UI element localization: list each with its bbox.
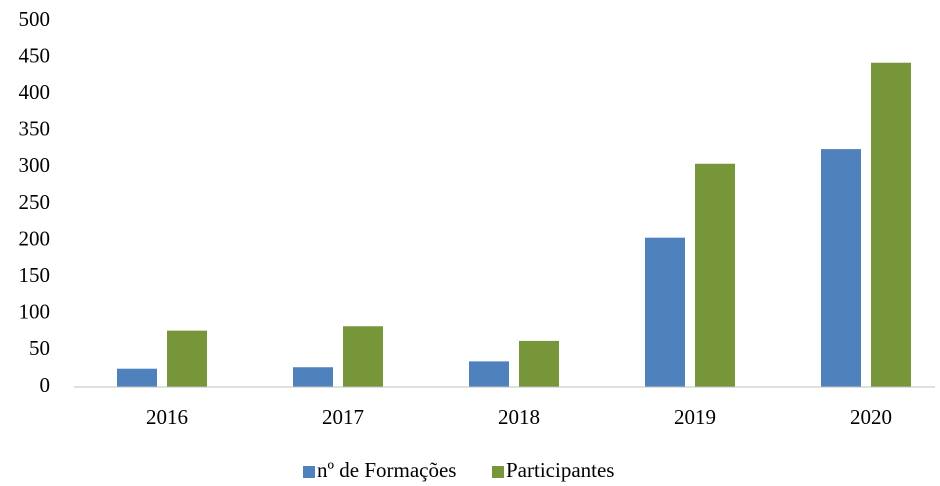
bar [821, 149, 861, 387]
y-tick-label: 300 [19, 153, 51, 177]
y-tick-label: 450 [19, 43, 51, 67]
bar [871, 62, 911, 387]
bar [343, 326, 383, 387]
y-tick-label: 0 [40, 373, 51, 397]
bar [117, 368, 157, 387]
bar [519, 340, 559, 387]
y-tick-label: 50 [29, 336, 50, 360]
y-tick-label: 500 [19, 7, 51, 31]
legend-label: nº de Formações [317, 458, 456, 482]
bar [167, 330, 207, 387]
x-tick-label: 2020 [850, 405, 892, 429]
x-tick-label: 2019 [674, 405, 716, 429]
y-tick-label: 100 [19, 300, 51, 324]
legend-label: Participantes [506, 458, 614, 482]
y-tick-label: 400 [19, 80, 51, 104]
bar [645, 237, 685, 387]
bar [469, 361, 509, 387]
bar [293, 367, 333, 387]
bar [695, 163, 735, 387]
y-tick-label: 250 [19, 190, 51, 214]
y-tick-label: 350 [19, 117, 51, 141]
x-tick-label: 2018 [498, 405, 540, 429]
y-tick-label: 200 [19, 226, 51, 250]
legend-swatch [303, 466, 315, 478]
legend-swatch [492, 466, 504, 478]
x-tick-label: 2017 [322, 405, 364, 429]
x-tick-label: 2016 [146, 405, 188, 429]
y-tick-label: 150 [19, 263, 51, 287]
